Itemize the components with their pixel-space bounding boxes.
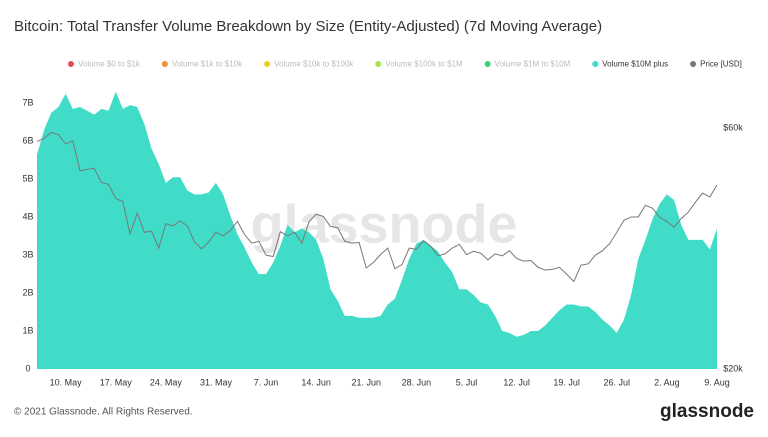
legend-label: Volume $1k to $10k (172, 60, 243, 69)
legend-marker (690, 61, 697, 67)
legend-item[interactable]: Volume $0 to $1k (68, 60, 141, 69)
y2-tick-label: $60k (723, 122, 743, 132)
x-tick-label: 7. Jun (254, 377, 279, 387)
legend-label: Price [USD] (700, 60, 742, 69)
legend: Volume $0 to $1k Volume $1k to $10k Volume… (68, 60, 742, 69)
x-tick-label: 17. May (100, 377, 133, 387)
legend-label: Volume $100k to $1M (385, 60, 463, 69)
y-tick-label: 7B (22, 98, 33, 108)
area (37, 91, 717, 370)
x-tick-label: 2. Aug (654, 377, 680, 387)
legend-item[interactable]: Volume $1M to $10M (484, 60, 571, 69)
y-tick-label: 1B (22, 325, 33, 335)
legend-marker (264, 61, 271, 67)
x-tick-label: 26. Jul (604, 377, 631, 387)
legend-item[interactable]: Volume $1k to $10k (161, 60, 243, 69)
x-tick-label: 12. Jul (503, 377, 530, 387)
legend-item[interactable]: Volume $10M plus (592, 60, 668, 69)
chart-title: Bitcoin: Total Transfer Volume Breakdown… (14, 18, 602, 35)
line (36, 131, 718, 283)
legend-item[interactable]: Volume $10k to $100k (264, 60, 354, 69)
legend-label: Volume $1M to $10M (495, 60, 571, 69)
legend-label: Volume $10M plus (602, 60, 668, 69)
legend-item[interactable]: Volume $100k to $1M (375, 60, 463, 69)
legend-label: Volume $10k to $100k (274, 60, 354, 69)
y-tick-label: 3B (22, 249, 33, 259)
y-tick-label: 4B (22, 211, 33, 221)
legend-item[interactable]: Price [USD] (690, 60, 742, 69)
legend-marker (484, 61, 491, 67)
y-tick-label: 5B (22, 174, 33, 184)
logo: glassnode (660, 401, 754, 422)
copyright: © 2021 Glassnode. All Rights Reserved. (14, 407, 193, 418)
y-tick-label: 2B (22, 287, 33, 297)
legend-marker (161, 61, 168, 67)
x-tick-label: 14. Jun (301, 377, 331, 387)
x-tick-label: 10. May (50, 377, 83, 387)
y-tick-label: 6B (22, 136, 33, 146)
legend-marker (375, 61, 382, 67)
plot-area: 0 1B 2B 3B 4B 5B 6B 7B $20k $60k 10. May 17. May 24.… (22, 91, 743, 387)
legend-label: Volume $0 to $1k (78, 60, 141, 69)
x-tick-label: 9. Aug (704, 377, 730, 387)
x-tick-label: 24. May (150, 377, 183, 387)
x-tick-label: 28. Jun (402, 377, 432, 387)
x-tick-label: 31. May (200, 377, 233, 387)
legend-marker (592, 61, 599, 67)
legend-marker (68, 61, 74, 67)
x-tick-label: 21. Jun (351, 377, 381, 387)
x-tick-label: 5. Jul (456, 377, 478, 387)
y-tick-label: 0 (25, 363, 30, 373)
x-tick-label: 19. Jul (553, 377, 580, 387)
y2-tick-label: $20k (723, 363, 743, 373)
